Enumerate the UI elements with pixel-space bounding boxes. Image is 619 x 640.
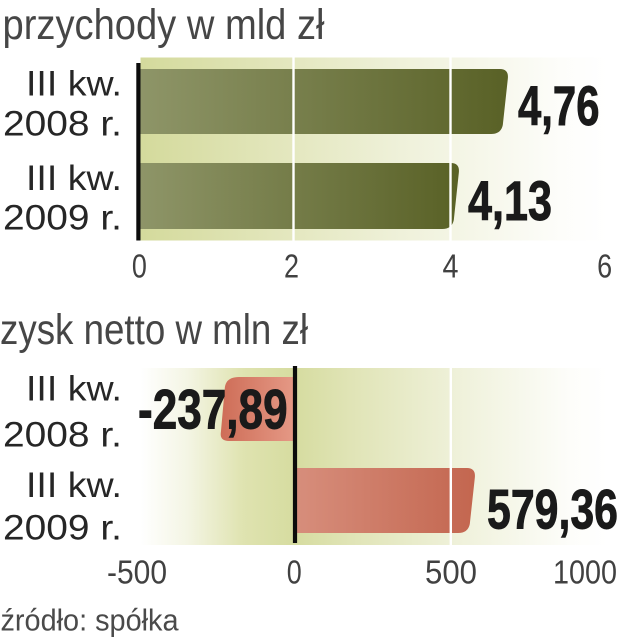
svg-text:zysk netto w mln zł: zysk netto w mln zł [0,306,308,354]
svg-text:4: 4 [443,247,459,284]
svg-text:źródło: spółka: źródło: spółka [1,603,180,638]
svg-text:2: 2 [284,247,299,284]
svg-text:6: 6 [597,247,612,284]
svg-text:III kw.: III kw. [26,159,122,198]
svg-text:579,36: 579,36 [487,478,618,541]
svg-text:1000: 1000 [553,554,617,591]
svg-text:2009 r.: 2009 r. [3,199,122,238]
svg-text:III kw.: III kw. [26,466,122,505]
svg-text:-500: -500 [107,554,167,591]
svg-text:III kw.: III kw. [26,370,122,409]
svg-text:4,13: 4,13 [468,169,552,232]
svg-text:2008 r.: 2008 r. [3,416,122,455]
svg-text:0: 0 [287,554,302,591]
svg-text:2008 r.: 2008 r. [3,104,122,143]
svg-text:4,76: 4,76 [518,74,600,137]
svg-text:0: 0 [132,247,147,284]
svg-text:-237,89: -237,89 [138,378,288,441]
svg-text:500: 500 [425,554,477,591]
svg-text:III kw.: III kw. [26,65,122,104]
svg-text:2009 r.: 2009 r. [3,508,122,547]
svg-text:przychody w mld zł: przychody w mld zł [3,1,325,49]
